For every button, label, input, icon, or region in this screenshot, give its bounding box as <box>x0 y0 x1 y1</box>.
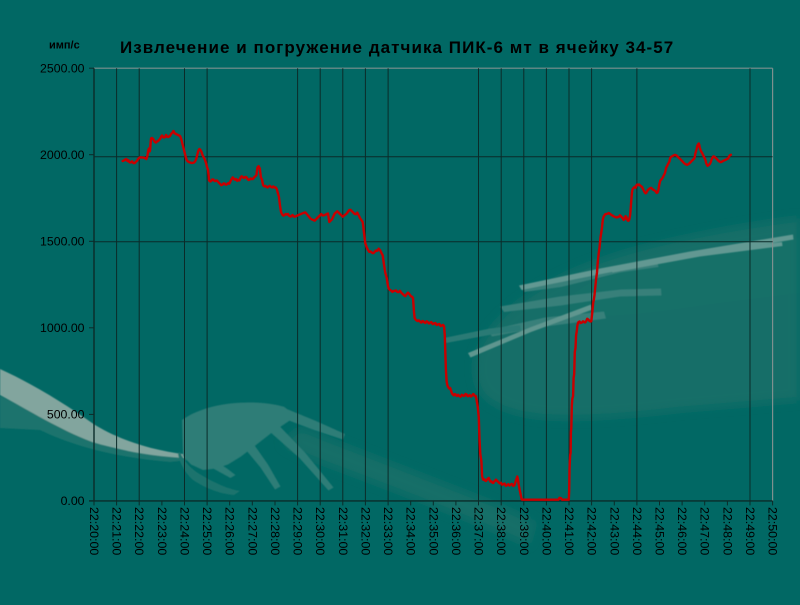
svg-text:22:39:00: 22:39:00 <box>517 507 531 555</box>
svg-text:22:37:00: 22:37:00 <box>472 507 486 555</box>
svg-text:22:47:00: 22:47:00 <box>698 507 712 555</box>
svg-text:22:48:00: 22:48:00 <box>720 507 734 555</box>
svg-text:22:24:00: 22:24:00 <box>178 507 192 555</box>
svg-text:22:29:00: 22:29:00 <box>291 507 305 555</box>
svg-text:22:42:00: 22:42:00 <box>585 507 599 555</box>
svg-text:22:23:00: 22:23:00 <box>155 507 169 555</box>
svg-text:22:27:00: 22:27:00 <box>245 507 259 555</box>
svg-text:22:33:00: 22:33:00 <box>381 507 395 555</box>
svg-text:22:25:00: 22:25:00 <box>200 507 214 555</box>
svg-text:22:49:00: 22:49:00 <box>743 507 757 555</box>
svg-text:1000.00: 1000.00 <box>40 321 85 335</box>
svg-text:22:44:00: 22:44:00 <box>630 507 644 555</box>
svg-text:22:45:00: 22:45:00 <box>653 507 667 555</box>
svg-text:2500.00: 2500.00 <box>40 62 85 76</box>
svg-text:2000.00: 2000.00 <box>40 148 85 162</box>
svg-text:22:28:00: 22:28:00 <box>268 507 282 555</box>
svg-text:0.00: 0.00 <box>61 494 85 508</box>
svg-text:22:34:00: 22:34:00 <box>404 507 418 555</box>
svg-text:Извлечение и погружение датчик: Извлечение и погружение датчика ПИК-6 мт… <box>120 38 674 57</box>
svg-text:22:36:00: 22:36:00 <box>449 507 463 555</box>
svg-text:22:46:00: 22:46:00 <box>675 507 689 555</box>
svg-text:22:41:00: 22:41:00 <box>562 507 576 555</box>
svg-text:22:40:00: 22:40:00 <box>539 507 553 555</box>
svg-text:1500.00: 1500.00 <box>40 235 85 249</box>
svg-text:500.00: 500.00 <box>47 408 85 422</box>
svg-text:22:43:00: 22:43:00 <box>607 507 621 555</box>
svg-text:22:35:00: 22:35:00 <box>426 507 440 555</box>
svg-text:22:21:00: 22:21:00 <box>110 507 124 555</box>
svg-text:22:50:00: 22:50:00 <box>766 507 780 555</box>
svg-text:22:31:00: 22:31:00 <box>336 507 350 555</box>
svg-text:22:30:00: 22:30:00 <box>313 507 327 555</box>
svg-text:имп/с: имп/с <box>49 40 80 52</box>
svg-text:22:32:00: 22:32:00 <box>358 507 372 555</box>
svg-text:22:26:00: 22:26:00 <box>223 507 237 555</box>
svg-text:22:20:00: 22:20:00 <box>87 507 101 555</box>
svg-text:22:22:00: 22:22:00 <box>132 507 146 555</box>
svg-text:22:38:00: 22:38:00 <box>494 507 508 555</box>
